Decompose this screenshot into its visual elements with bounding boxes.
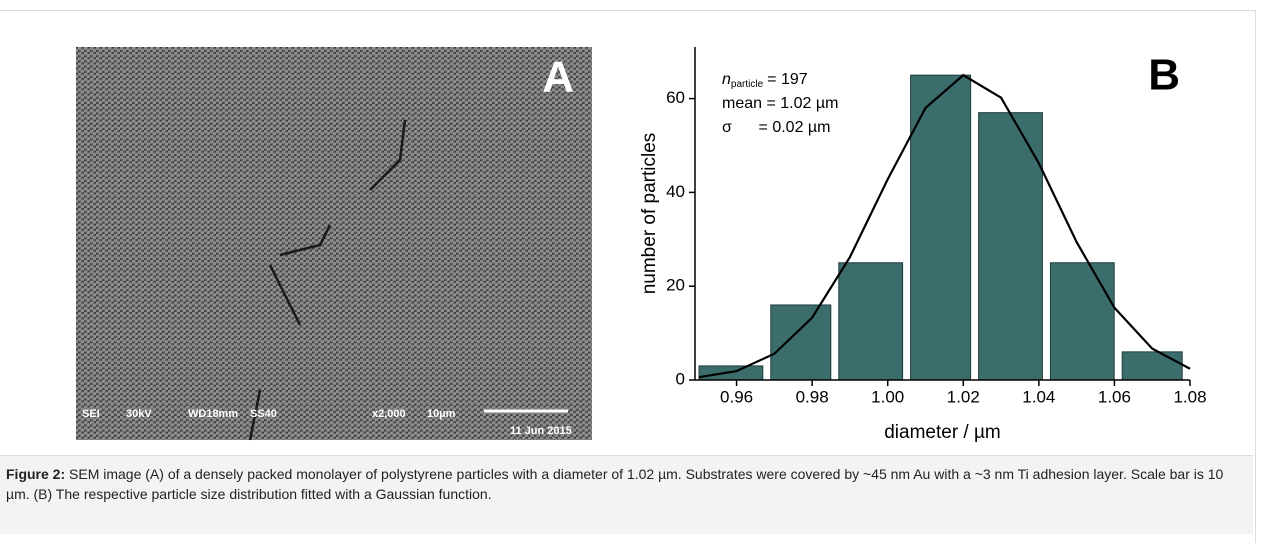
annotation: nparticle = 197 [722,71,808,89]
bar [1049,262,1115,381]
bar [838,262,904,381]
x-tick-label: 0.98 [796,387,829,406]
bar [1121,351,1183,381]
sem-texture [76,47,592,440]
figure-caption: Figure 2: SEM image (A) of a densely pac… [0,455,1253,534]
x-tick-label: 1.02 [947,387,980,406]
sem-info: 10µm [427,408,456,420]
histogram-chart: 0 20 40 60 0.96 0.98 1.00 1.02 1.04 1.06 1.08 diame… [639,47,1207,443]
annotation-subscript: particle [731,79,764,90]
x-axis-label: diameter / µm [884,422,1001,443]
sem-info: x2,000 [372,408,406,420]
caption-label: Figure 2: [6,466,66,482]
x-tick-label: 1.08 [1173,387,1206,406]
annotation: mean = 1.02 µm [722,95,838,112]
sem-info: SS40 [250,408,277,420]
bar [770,304,832,381]
x-tick-label: 1.06 [1098,387,1131,406]
panel-label: B [1148,51,1180,100]
y-tick-label: 40 [666,182,685,201]
y-axis-label: number of particles [639,133,660,295]
y-tick-label: 20 [666,276,685,295]
x-tick-label: 1.04 [1022,387,1055,406]
x-tick-label: 1.00 [871,387,904,406]
sem-defect [248,119,407,441]
sem-info: 11 Jun 2015 [510,425,572,437]
figure: A SEI 30kV WD18mm SS40 x2,000 10µm 11 Ju… [76,47,1207,443]
annotation: σ = 0.02 µm [722,119,830,136]
y-tick-label: 0 [676,369,685,388]
annotation-symbol: n [722,71,731,88]
annotation-text: = 197 [767,71,808,88]
sem-info: SEI [82,408,100,420]
caption-text: SEM image (A) of a densely packed monola… [6,466,1224,502]
sem-info: WD18mm [188,408,238,420]
y-tick-label: 60 [666,88,685,107]
sem-info: 30kV [126,408,152,420]
fit-curve [698,73,1191,379]
sem-image: A SEI 30kV WD18mm SS40 x2,000 10µm 11 Ju… [76,47,592,441]
x-tick-label: 0.96 [720,387,753,406]
panel-label: A [542,53,574,102]
bar [978,112,1043,381]
figure-frame [0,10,1256,543]
